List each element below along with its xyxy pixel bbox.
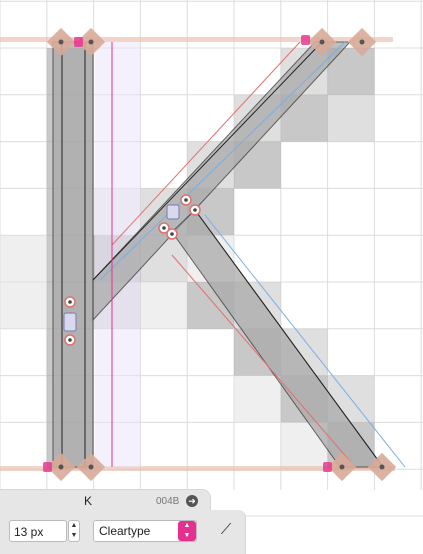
control-point-dot [184, 198, 188, 202]
node-point [58, 464, 64, 470]
node-point [58, 39, 64, 45]
raster-pixel [327, 94, 375, 142]
raster-pixel [0, 282, 47, 329]
glyph-stem [52, 41, 94, 468]
node-point [359, 39, 365, 45]
outline-stroke [194, 209, 384, 468]
control-point-dot [193, 208, 197, 212]
reference-outline [111, 41, 301, 246]
glyph-lower-arm [171, 209, 384, 468]
hint-marker [74, 37, 83, 47]
raster-pixel [234, 375, 281, 423]
baseline-guide [0, 466, 395, 471]
node-point [88, 39, 94, 45]
ppem-size-stepper[interactable]: ▲ ▼ [68, 520, 80, 542]
raster-pixel [140, 282, 188, 329]
outline-stroke [92, 41, 323, 281]
tool-panel [205, 510, 245, 554]
glyph-name-label: K [83, 494, 92, 508]
glyph-unicode-label: 004B [156, 496, 180, 507]
control-point-dot [162, 226, 166, 230]
cap-height-guide [0, 37, 393, 42]
interpolation-handle [63, 312, 77, 332]
hint-marker [301, 35, 310, 45]
node-point [319, 39, 325, 45]
hinting-tool-icon[interactable]: ⟋ [220, 521, 232, 538]
select-chevron-icon[interactable]: ▲ ▼ [178, 521, 196, 541]
ppem-size-input[interactable]: 13 px [9, 520, 67, 542]
stepper-down-icon[interactable]: ▼ [70, 532, 78, 539]
stepper-up-icon[interactable]: ▲ [70, 522, 78, 529]
render-mode-select[interactable]: Cleartype [93, 520, 197, 542]
node-point [88, 464, 94, 470]
node-point [379, 464, 385, 470]
control-point-dot [170, 232, 174, 236]
node-point [339, 464, 345, 470]
hint-marker [43, 462, 52, 472]
raster-pixel [0, 235, 47, 282]
reference-outline [99, 41, 346, 281]
hint-marker [323, 462, 332, 472]
reference-outline [204, 214, 406, 468]
control-point-dot [68, 338, 72, 342]
arrow-circle-right-icon[interactable]: ➜ [186, 495, 198, 507]
control-point-dot [68, 300, 72, 304]
interpolation-handle [166, 204, 180, 220]
reference-outline [171, 254, 356, 468]
